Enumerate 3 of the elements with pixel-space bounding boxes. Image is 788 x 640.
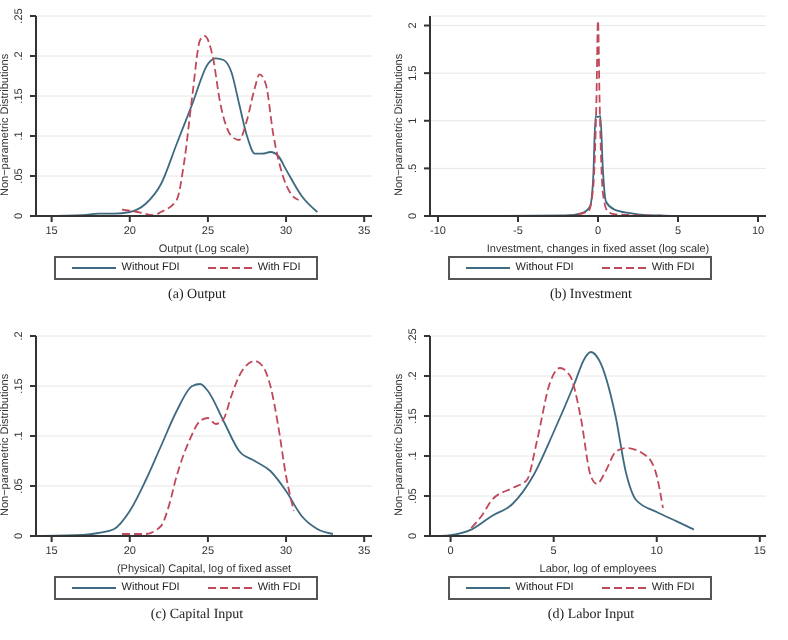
line-series <box>121 360 295 535</box>
line-series <box>121 35 300 216</box>
line-series <box>470 367 664 529</box>
